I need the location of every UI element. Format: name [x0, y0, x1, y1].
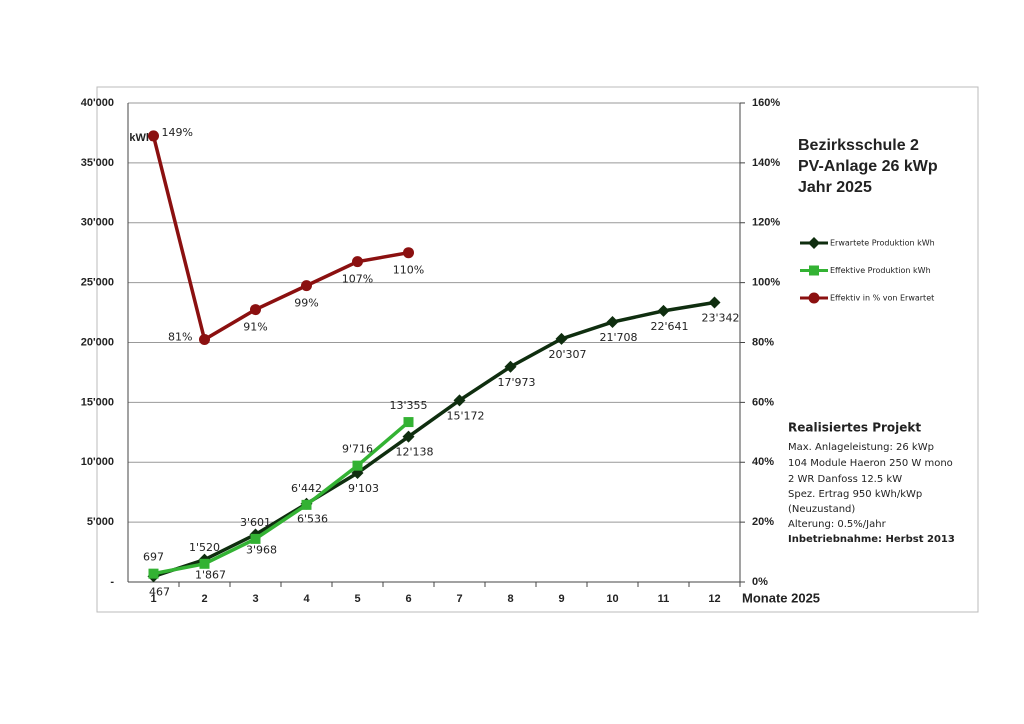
data-point [148, 130, 159, 142]
data-label: 3'601 [240, 516, 271, 529]
data-label: 13'355 [389, 399, 427, 412]
data-point [606, 316, 619, 329]
data-point [403, 247, 414, 259]
data-label: 21'708 [599, 331, 637, 344]
legend-label: Effektiv in % von Erwartet [830, 294, 934, 303]
data-point [250, 304, 261, 316]
data-point [199, 334, 210, 346]
y2-tick-label: 40% [752, 456, 774, 468]
data-label: 15'172 [446, 409, 484, 422]
annotation: (Neuzustand) [788, 504, 855, 515]
y2-tick-label: 160% [752, 97, 780, 109]
x-tick-label: 9 [558, 593, 564, 605]
data-label: 23'342 [701, 311, 739, 324]
x-tick-label: 1 [150, 593, 156, 605]
data-point [352, 460, 363, 471]
y2-tick-label: 60% [752, 396, 774, 408]
data-label: 697 [143, 551, 164, 564]
y-tick-label: - [110, 576, 114, 588]
y-tick-label: 10'000 [81, 456, 114, 468]
x-tick-label: 3 [252, 593, 258, 605]
legend-label: Effektive Produktion kWh [830, 266, 931, 275]
legend-marker [808, 237, 820, 249]
series-line [151, 135, 409, 343]
x-tick-label: 2 [201, 593, 207, 605]
annotation: Alterung: 0.5%/Jahr [788, 519, 887, 530]
data-label: 6'442 [291, 482, 322, 495]
data-label: 3'968 [246, 543, 277, 556]
annotation: Max. Anlageleistung: 26 kWp [788, 442, 934, 453]
legend-marker [808, 292, 820, 304]
data-point [250, 533, 261, 544]
annotation: Realisiertes Projekt [788, 421, 921, 435]
data-label: 467 [149, 585, 170, 598]
y2-tick-label: 20% [752, 516, 774, 528]
x-tick-label: 6 [405, 593, 411, 605]
data-label: 9'716 [342, 443, 373, 456]
data-label: 110% [393, 264, 424, 277]
y-unit: kWh [129, 132, 153, 144]
y-tick-label: 40'000 [81, 97, 114, 109]
annotation: 2 WR Danfoss 12.5 kW [788, 474, 902, 485]
x-axis-label: Monate 2025 [742, 590, 820, 605]
data-point [555, 332, 568, 345]
data-point [301, 499, 312, 510]
x-tick-label: 10 [606, 593, 618, 605]
data-label: 149% [162, 126, 193, 139]
y-tick-label: 35'000 [81, 157, 114, 169]
y2-tick-label: 140% [752, 157, 780, 169]
data-point [708, 296, 721, 309]
y-tick-label: 15'000 [81, 396, 114, 408]
chart-title: PV-Anlage 26 kWp [798, 158, 938, 175]
data-point [657, 304, 670, 317]
data-point [453, 394, 466, 407]
data-label: 17'973 [497, 376, 535, 389]
y-tick-label: 25'000 [81, 277, 114, 289]
data-label: 12'138 [395, 446, 433, 459]
chart-title: Bezirksschule 2 [798, 137, 919, 154]
legend-marker [809, 265, 819, 276]
x-tick-label: 4 [303, 593, 310, 605]
data-point [402, 430, 415, 443]
series-line [152, 300, 715, 579]
data-point [403, 417, 414, 428]
data-label: 6'536 [297, 513, 328, 526]
annotation: Spez. Ertrag 950 kWh/kWp [788, 489, 922, 500]
data-label: 1'867 [195, 569, 226, 582]
data-label: 20'307 [548, 348, 586, 361]
data-label: 91% [243, 321, 267, 334]
legend-label: Erwartete Produktion kWh [830, 239, 935, 248]
data-point [148, 568, 159, 579]
data-label: 81% [168, 331, 192, 344]
data-label: 9'103 [348, 482, 379, 495]
data-point [301, 280, 312, 292]
data-label: 107% [342, 273, 373, 286]
x-tick-label: 8 [507, 593, 513, 605]
chart-title: Jahr 2025 [798, 179, 872, 196]
annotation: Inbetriebnahme: Herbst 2013 [788, 534, 955, 545]
chart-frame [96, 86, 979, 613]
x-tick-label: 7 [456, 593, 462, 605]
y2-tick-label: 100% [752, 277, 780, 289]
data-point [199, 558, 210, 569]
data-label: 22'641 [650, 320, 688, 333]
x-tick-label: 5 [354, 593, 360, 605]
data-point [352, 256, 363, 268]
y2-tick-label: 120% [752, 217, 780, 229]
y-tick-label: 30'000 [81, 217, 114, 229]
data-label: 1'520 [189, 541, 220, 554]
y2-tick-label: 0% [752, 576, 768, 588]
annotation: 104 Module Haeron 250 W mono [788, 458, 953, 469]
x-tick-label: 11 [658, 593, 670, 605]
y-tick-label: 5'000 [87, 516, 114, 528]
y2-tick-label: 80% [752, 336, 774, 348]
series-line [153, 420, 410, 576]
y-tick-label: 20'000 [81, 336, 114, 348]
data-point [504, 360, 517, 373]
x-tick-label: 12 [708, 593, 720, 605]
data-label: 99% [294, 297, 318, 310]
